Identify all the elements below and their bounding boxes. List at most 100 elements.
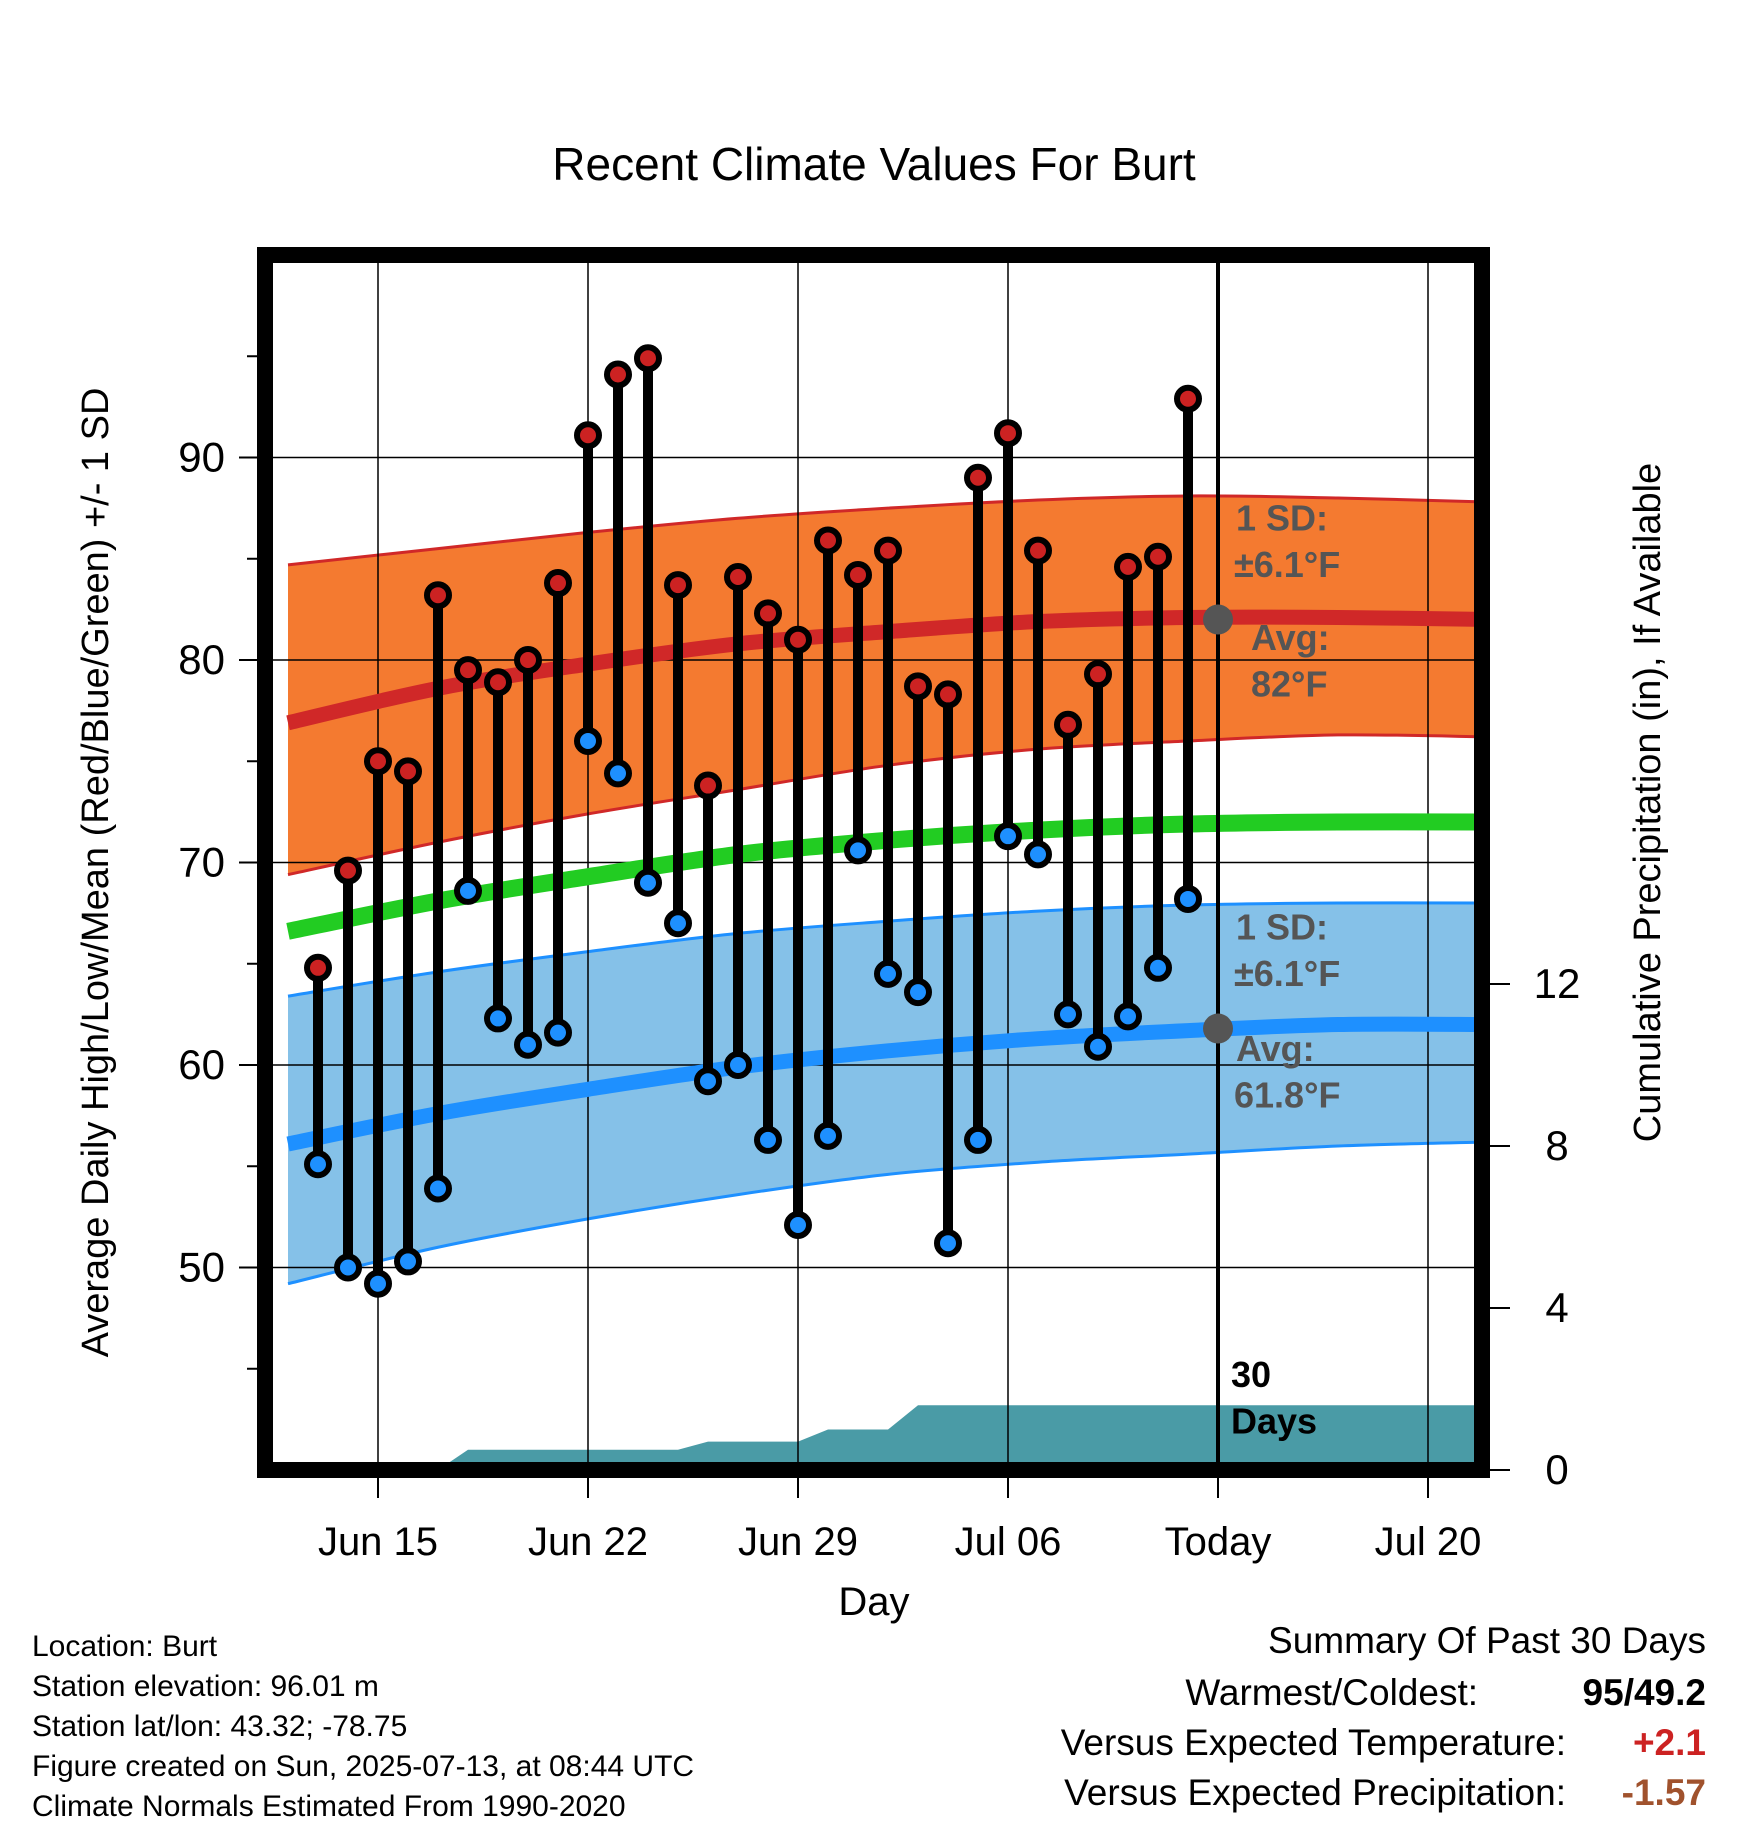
high-point <box>1144 542 1172 571</box>
low-point <box>754 1125 782 1154</box>
x-tick-label: Jul 20 <box>1375 1520 1482 1564</box>
low-point <box>664 909 692 938</box>
high-point <box>394 757 422 786</box>
low-normal-line <box>286 1016 1482 1152</box>
footer-created: Figure created on Sun, 2025-07-13, at 08… <box>32 1750 695 1783</box>
x-tick-label: Jun 29 <box>738 1520 858 1564</box>
footer-normals: Climate Normals Estimated From 1990-2020 <box>32 1790 626 1823</box>
low-point <box>634 868 662 897</box>
low-point <box>784 1210 812 1239</box>
footer-location: Location: Burt <box>32 1630 218 1663</box>
low-avg-value: 61.8°F <box>1234 1075 1340 1116</box>
low-point <box>994 822 1022 851</box>
low-point <box>934 1229 962 1258</box>
precipitation-area <box>288 1405 1482 1470</box>
high-point <box>634 344 662 373</box>
high-band-upper-edge <box>287 494 1482 567</box>
low-point <box>964 1125 992 1154</box>
axes: 50 60 70 80 90 0 4 8 12 Jun 15 Jun 22 Jun 29 Jul 06 T… <box>75 355 1669 1624</box>
low-avg-label: Avg: <box>1236 1028 1315 1069</box>
chart-title: Recent Climate Values For Burt <box>552 138 1196 190</box>
plot-frame <box>257 247 1490 1478</box>
high-point <box>574 421 602 450</box>
low-point <box>1084 1032 1112 1061</box>
cumulative-precip-area <box>288 1405 1482 1470</box>
y2-tick-label: 8 <box>1545 1122 1568 1169</box>
high-point <box>1114 552 1142 581</box>
low-sd-band <box>288 902 1482 1284</box>
summary-temp-value: +2.1 <box>1632 1722 1706 1763</box>
low-point <box>844 836 872 865</box>
x-tick-label: Jul 06 <box>955 1520 1062 1564</box>
high-avg-today-marker <box>1203 604 1233 635</box>
x-axis-title: Day <box>838 1580 909 1624</box>
days-label-number: 30 <box>1231 1354 1271 1395</box>
high-point <box>1174 384 1202 413</box>
low-point <box>514 1030 542 1059</box>
x-tick-label: Jun 22 <box>528 1520 648 1564</box>
high-point <box>1084 660 1112 689</box>
y-axis-title: Average Daily High/Low/Mean (Red/Blue/Gr… <box>75 388 117 1358</box>
low-point <box>394 1247 422 1276</box>
low-sd-label: 1 SD: <box>1236 906 1328 947</box>
high-point <box>304 953 332 982</box>
high-point <box>424 581 452 610</box>
x-tick-label: Jun 15 <box>318 1520 438 1564</box>
grid-lines <box>265 255 1482 1470</box>
days-label-text: Days <box>1231 1401 1317 1442</box>
high-point <box>1054 710 1082 739</box>
high-point <box>454 656 482 685</box>
y2-tick-label: 0 <box>1545 1446 1568 1493</box>
high-point <box>814 526 842 555</box>
low-point <box>364 1269 392 1298</box>
observations <box>304 344 1202 1298</box>
low-point <box>1024 840 1052 869</box>
low-sd-value: ±6.1°F <box>1234 953 1340 994</box>
summary-warmest-label: Warmest/Coldest: <box>1185 1672 1478 1713</box>
high-point <box>904 672 932 701</box>
summary-warmest-high: 95 <box>1582 1672 1624 1713</box>
high-point <box>964 463 992 492</box>
high-point <box>664 571 692 600</box>
low-point <box>874 959 902 988</box>
low-point <box>334 1253 362 1282</box>
footer-elevation: Station elevation: 96.01 m <box>32 1670 379 1703</box>
y-tick-label: 70 <box>178 839 225 886</box>
high-point <box>484 668 512 697</box>
high-point <box>364 747 392 776</box>
low-point <box>544 1018 572 1047</box>
y2-tick-label: 12 <box>1534 960 1581 1007</box>
high-point <box>844 560 872 589</box>
high-point <box>1024 536 1052 565</box>
high-avg-label: Avg: <box>1251 617 1330 658</box>
low-point <box>724 1051 752 1079</box>
low-point <box>1054 1000 1082 1029</box>
high-sd-label: 1 SD: <box>1236 497 1328 538</box>
low-point <box>814 1121 842 1150</box>
summary-warmest-value: 95/49.2 <box>1583 1672 1706 1714</box>
plot-border <box>257 247 1490 1478</box>
summary-temp-label: Versus Expected Temperature: <box>1060 1722 1566 1763</box>
low-band-lower-edge <box>287 1140 1482 1286</box>
low-point <box>484 1004 512 1033</box>
y2-axis-title: Cumulative Precipitation (in), If Availa… <box>1627 463 1669 1142</box>
high-point <box>934 680 962 709</box>
summary-warmest-low: /49.2 <box>1623 1672 1706 1713</box>
low-point <box>304 1150 332 1179</box>
high-point <box>514 646 542 674</box>
low-point <box>1114 1002 1142 1031</box>
low-avg-today-marker <box>1203 1013 1233 1044</box>
footer-latlon: Station lat/lon: 43.32; -78.75 <box>32 1710 408 1743</box>
low-point <box>694 1067 722 1096</box>
summary-precip-value: -1.57 <box>1621 1772 1706 1813</box>
high-point <box>994 419 1022 448</box>
high-point <box>604 360 632 389</box>
y-tick-label: 90 <box>178 434 225 481</box>
high-point <box>544 569 572 598</box>
high-sd-value: ±6.1°F <box>1234 544 1340 585</box>
x-tick-label: Today <box>1165 1520 1272 1564</box>
high-point <box>784 625 812 654</box>
high-avg-value: 82°F <box>1251 663 1327 704</box>
y-tick-label: 80 <box>178 636 225 683</box>
high-point <box>724 562 752 591</box>
